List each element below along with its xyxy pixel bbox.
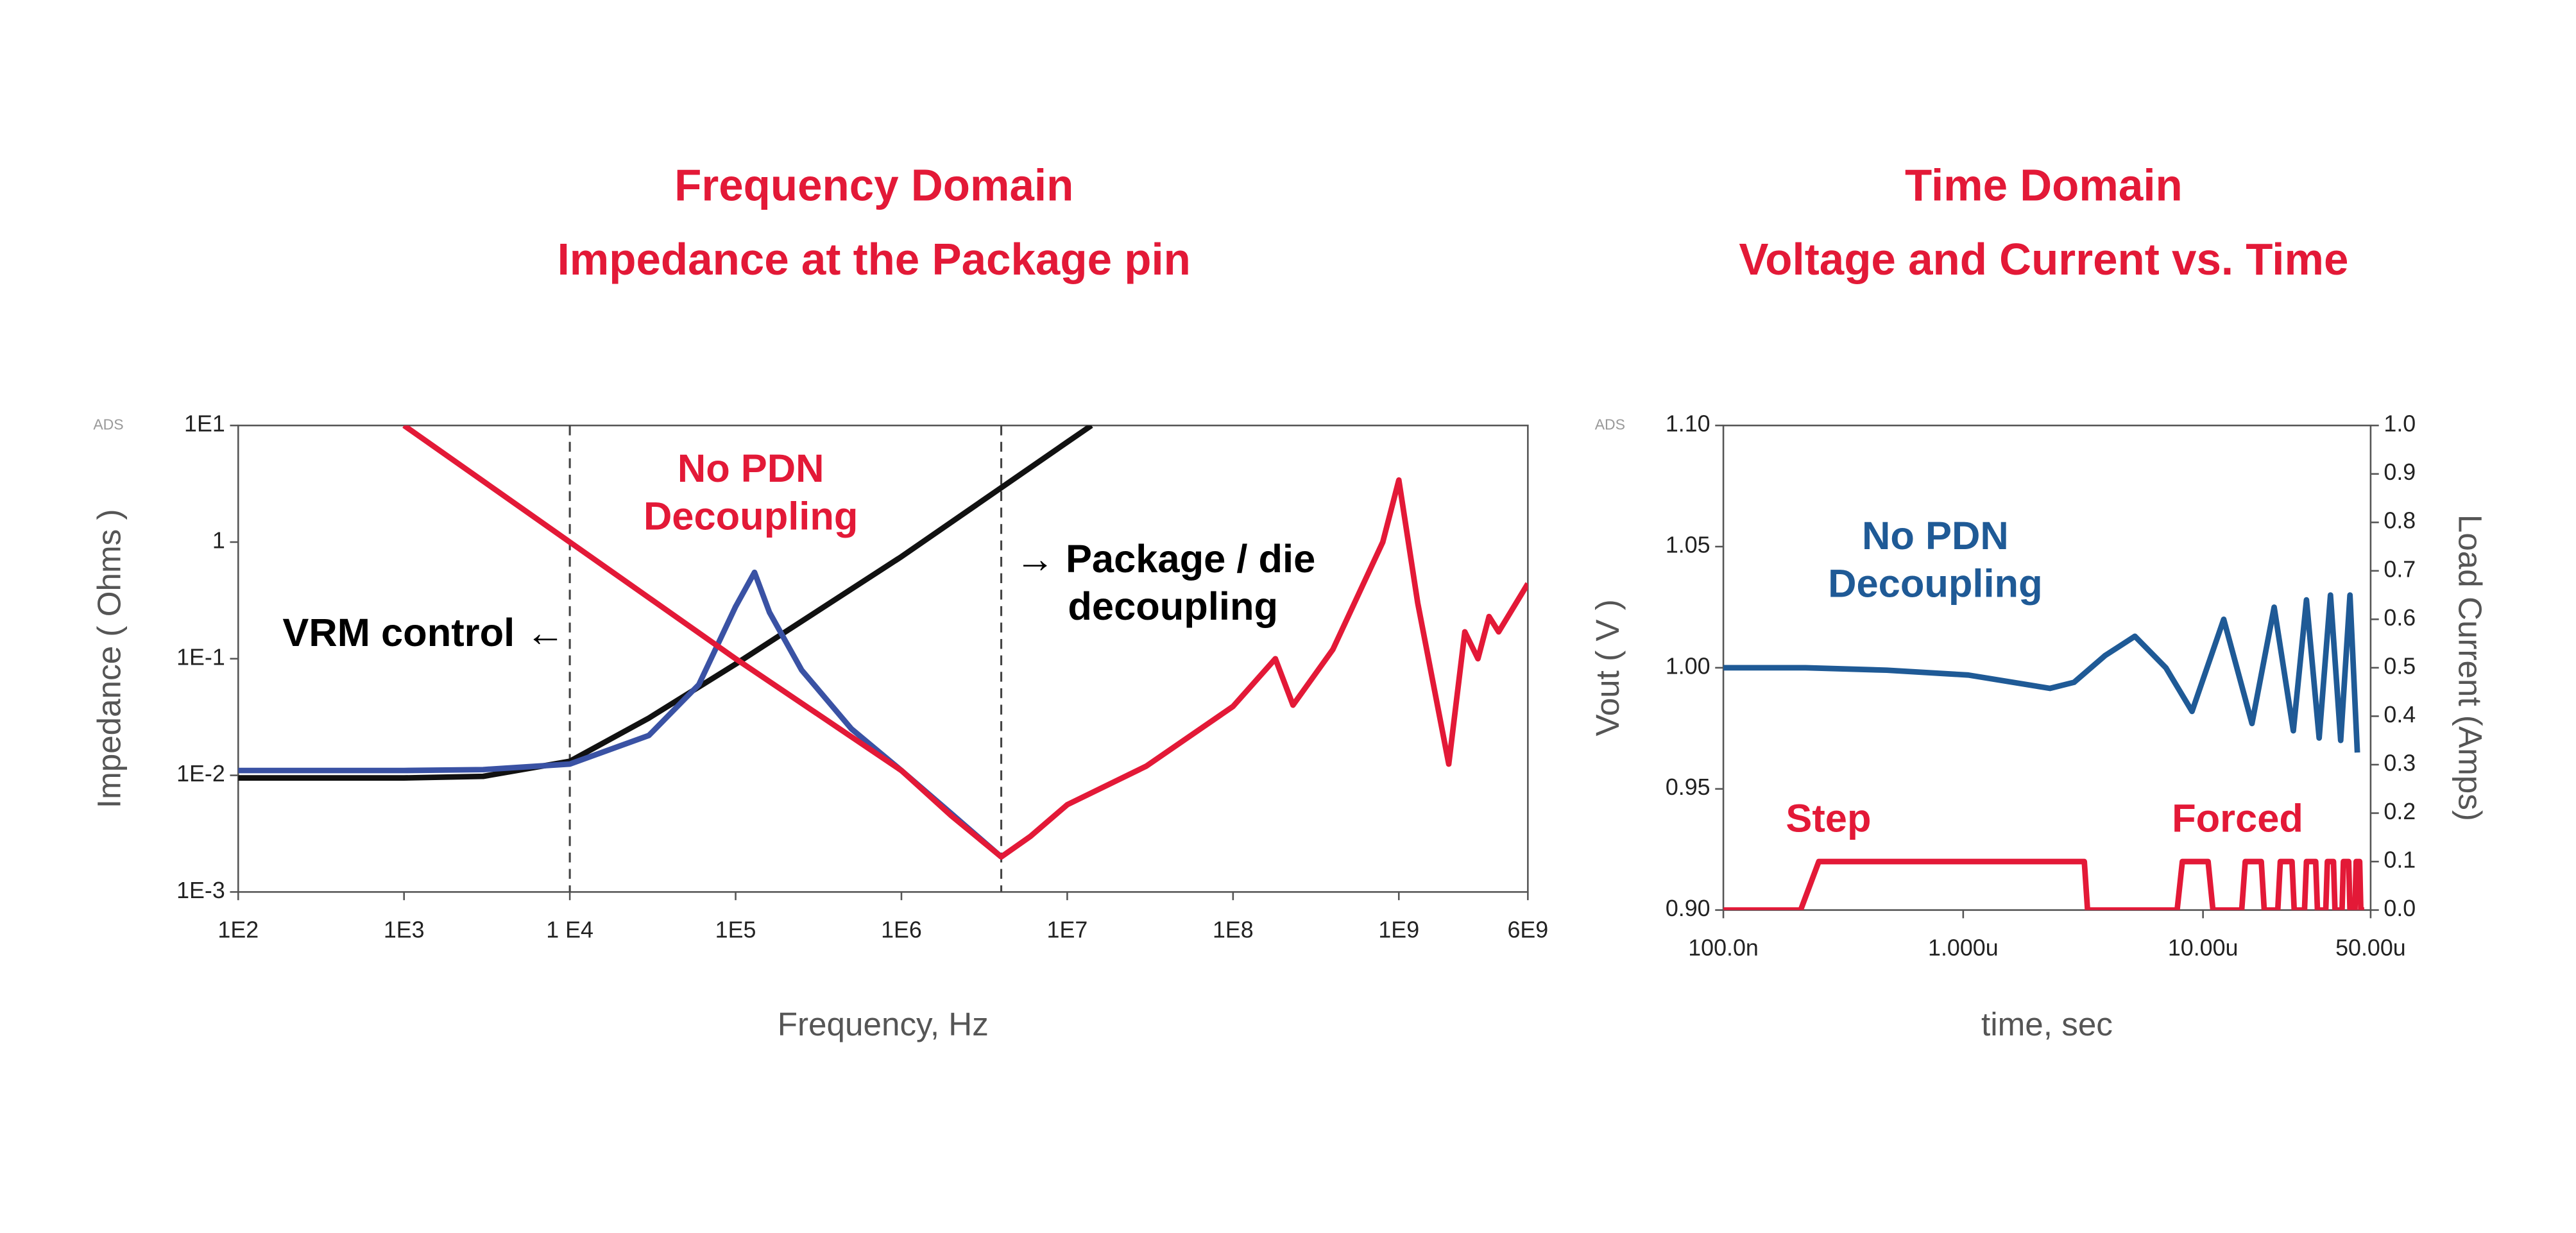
- y2-tick-label: 0.0: [2384, 896, 2416, 921]
- y2-axis-label: Load Current (Amps): [2452, 514, 2488, 821]
- series-line: [1723, 592, 2360, 753]
- x-tick-label: 10.00u: [2168, 935, 2239, 960]
- annotation: Decoupling: [1828, 561, 2043, 606]
- x-axis-label: time, sec: [1981, 1006, 2113, 1042]
- y2-tick-label: 0.8: [2384, 508, 2416, 534]
- chart-title: Time Domain: [1905, 160, 2183, 210]
- annotation: Forced: [2172, 797, 2303, 841]
- annotation: No PDN: [678, 446, 824, 491]
- annotation: Decoupling: [644, 494, 858, 538]
- x-tick-label: 1.000u: [1928, 935, 1999, 960]
- y-axis-label: Impedance ( Ohms ): [91, 509, 128, 808]
- chart-subtitle: Impedance at the Package pin: [558, 234, 1191, 284]
- x-tick-label: 6E9: [1507, 917, 1548, 942]
- x-axis-label: Frequency, Hz: [778, 1006, 989, 1042]
- series-line: [238, 425, 1093, 781]
- y-tick-label: 1E-2: [176, 761, 225, 787]
- y2-tick-label: 0.3: [2384, 750, 2416, 776]
- y-tick-label: 0.95: [1666, 774, 1710, 800]
- y2-tick-label: 0.6: [2384, 605, 2416, 631]
- series-line: [1723, 858, 2364, 910]
- y-tick-label: 1E-1: [176, 644, 225, 670]
- annotation: No PDN: [1862, 514, 2009, 558]
- y-tick-label: 1: [212, 527, 225, 553]
- y2-tick-label: 0.7: [2384, 556, 2416, 582]
- y2-tick-label: 0.9: [2384, 459, 2416, 485]
- x-tick-label: 1E9: [1378, 917, 1419, 942]
- x-tick-label: 50.00u: [2335, 935, 2406, 960]
- x-tick-label: 1E6: [881, 917, 922, 942]
- y2-tick-label: 1.0: [2384, 411, 2416, 437]
- source-label: ADS: [93, 416, 123, 432]
- y-axis-label: Vout ( V ): [1589, 599, 1626, 736]
- y-tick-label: 1.10: [1666, 411, 1710, 437]
- x-tick-label: 1 E4: [546, 917, 593, 942]
- annotation: decoupling: [1068, 584, 1278, 629]
- y-tick-label: 1.00: [1666, 653, 1710, 679]
- x-tick-label: 1E2: [218, 917, 259, 942]
- chart: Frequency Domain Impedance at the Package…: [91, 160, 1549, 1042]
- source-label: ADS: [1595, 416, 1625, 432]
- x-tick-label: 100.0n: [1688, 935, 1759, 960]
- y-tick-label: 0.90: [1666, 896, 1710, 921]
- annotation: → Package / die: [1015, 537, 1315, 581]
- annotation: Step: [1786, 797, 1871, 841]
- y2-tick-label: 0.2: [2384, 799, 2416, 824]
- chart-title: Frequency Domain: [674, 160, 1073, 210]
- series-line: [402, 425, 1528, 860]
- x-tick-label: 1E8: [1213, 917, 1254, 942]
- y-tick-label: 1.05: [1666, 532, 1710, 558]
- y2-tick-label: 0.1: [2384, 847, 2416, 873]
- annotation: VRM control ←: [282, 611, 565, 655]
- y2-tick-label: 0.5: [2384, 653, 2416, 679]
- x-tick-label: 1E7: [1047, 917, 1088, 942]
- x-tick-label: 1E3: [384, 917, 425, 942]
- y-tick-label: 1E-3: [176, 878, 225, 903]
- y2-tick-label: 0.4: [2384, 702, 2416, 727]
- chart-subtitle: Voltage and Current vs. Time: [1739, 234, 2348, 284]
- y-tick-label: 1E1: [184, 411, 225, 437]
- x-tick-label: 1E5: [715, 917, 756, 942]
- chart: Time Domain Voltage and Current vs. Time A…: [1589, 160, 2489, 1042]
